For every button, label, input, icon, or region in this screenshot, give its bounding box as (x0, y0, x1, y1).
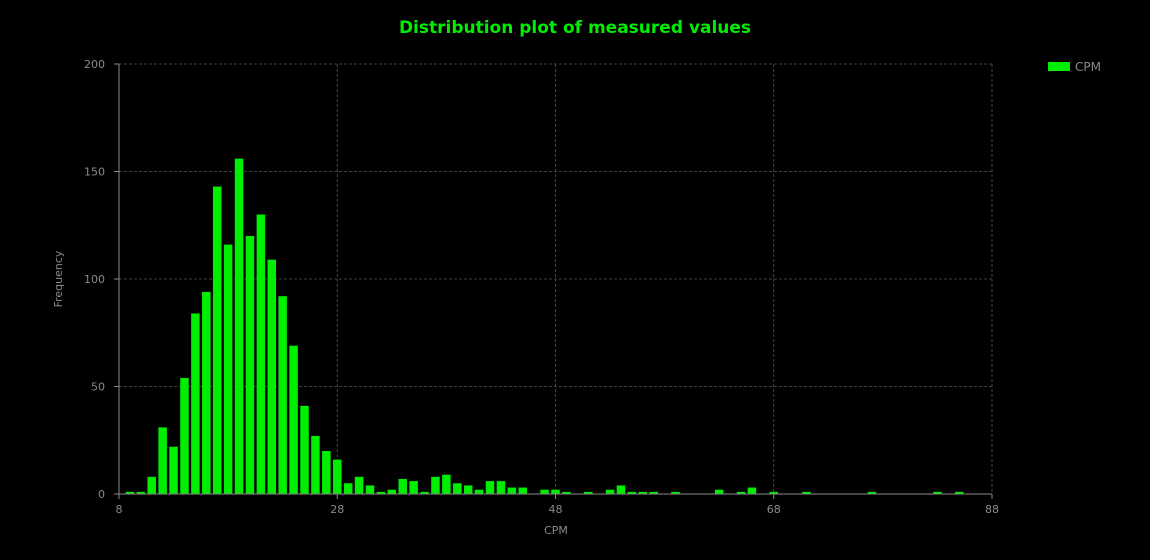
histogram-bar[interactable] (147, 476, 156, 494)
x-tick-label: 68 (767, 503, 781, 516)
histogram-bar[interactable] (332, 459, 342, 494)
histogram-bar[interactable] (311, 435, 320, 494)
histogram-bar[interactable] (431, 476, 440, 494)
legend[interactable]: CPM (1048, 60, 1101, 74)
histogram-bar[interactable] (507, 487, 517, 494)
histogram-bar[interactable] (158, 427, 167, 494)
histogram-bar[interactable] (278, 296, 287, 494)
histogram-bar[interactable] (736, 491, 746, 494)
histogram-bar[interactable] (354, 476, 364, 494)
histogram-bar[interactable] (802, 491, 811, 494)
histogram-bar[interactable] (245, 236, 255, 494)
y-tick-label: 150 (84, 166, 105, 179)
histogram-bar[interactable] (474, 489, 484, 494)
histogram-bar[interactable] (398, 478, 407, 494)
y-tick-label: 50 (91, 381, 105, 394)
histogram-bar[interactable] (343, 483, 353, 494)
histogram-bar[interactable] (518, 487, 528, 494)
histogram-bar[interactable] (136, 491, 146, 494)
histogram-bar[interactable] (583, 491, 593, 494)
histogram-bar[interactable] (180, 377, 189, 494)
legend-label: CPM (1075, 60, 1101, 74)
histogram-bar[interactable] (769, 491, 779, 494)
histogram-bar[interactable] (649, 491, 658, 494)
histogram-bar[interactable] (638, 491, 648, 494)
histogram-bar[interactable] (289, 345, 298, 494)
histogram-bar[interactable] (562, 491, 571, 494)
histogram-bar[interactable] (616, 485, 626, 494)
chart-title: Distribution plot of measured values (399, 18, 751, 38)
histogram-bar[interactable] (485, 481, 495, 494)
histogram-bar[interactable] (540, 489, 549, 494)
x-tick-label: 48 (549, 503, 563, 516)
y-tick-label: 100 (84, 273, 105, 286)
histogram-bar[interactable] (256, 214, 266, 495)
histogram-bar[interactable] (955, 491, 964, 494)
histogram-bar[interactable] (191, 313, 200, 494)
histogram-bar[interactable] (300, 405, 309, 494)
histogram-bar[interactable] (714, 489, 724, 494)
histogram-bar[interactable] (933, 491, 942, 494)
histogram-bar[interactable] (125, 491, 135, 494)
histogram-bar[interactable] (169, 446, 178, 494)
histogram-bar[interactable] (463, 485, 473, 494)
histogram-bar[interactable] (442, 474, 451, 494)
y-tick-label: 0 (98, 488, 105, 501)
histogram-bar[interactable] (453, 483, 462, 494)
x-tick-label: 8 (116, 503, 123, 516)
histogram-bar[interactable] (420, 491, 429, 494)
y-tick-label: 200 (84, 58, 105, 71)
histogram-bar[interactable] (867, 491, 877, 494)
histogram-bar[interactable] (365, 485, 375, 494)
histogram-bar[interactable] (267, 259, 277, 494)
histogram-bar[interactable] (747, 487, 757, 494)
histogram-bar[interactable] (212, 186, 222, 495)
histogram-bar[interactable] (202, 291, 211, 494)
legend-swatch (1048, 62, 1070, 71)
x-axis-label: CPM (544, 524, 568, 537)
histogram-bar[interactable] (671, 491, 680, 494)
histogram-bar[interactable] (627, 491, 637, 494)
bars-layer (125, 158, 964, 495)
x-tick-label: 88 (985, 503, 999, 516)
histogram-bar[interactable] (223, 244, 233, 494)
ticks-layer: 0 50 100 150 200 8 28 48 68 88 (84, 58, 999, 516)
histogram-bar[interactable] (496, 481, 506, 494)
histogram-bar[interactable] (605, 489, 615, 494)
histogram-bar[interactable] (376, 491, 386, 494)
histogram-bar[interactable] (234, 158, 244, 494)
histogram-bar[interactable] (551, 489, 560, 494)
x-tick-label: 28 (330, 503, 344, 516)
histogram-bar[interactable] (409, 481, 418, 494)
histogram-bar[interactable] (387, 489, 397, 494)
y-axis-label: Frequency (52, 250, 65, 307)
histogram-bar[interactable] (322, 451, 331, 494)
